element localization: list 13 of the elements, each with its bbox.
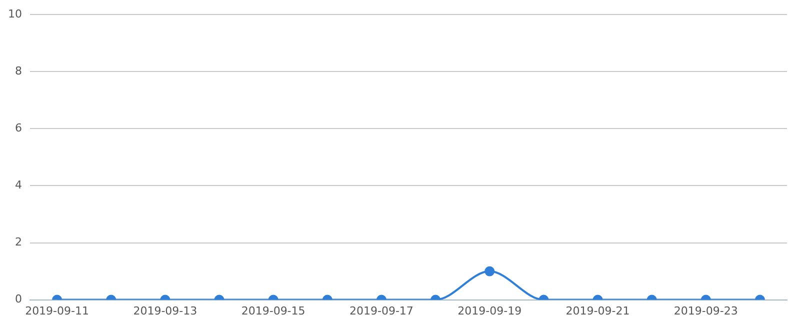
x-tick-label: 2019-09-13 xyxy=(133,304,198,318)
y-tick-label: 4 xyxy=(14,178,22,192)
y-tick-label: 0 xyxy=(14,292,22,306)
y-tick-label: 8 xyxy=(14,64,22,78)
x-tick-label: 2019-09-15 xyxy=(241,304,306,318)
x-tick-label: 2019-09-19 xyxy=(458,304,522,318)
x-tick-label: 2019-09-11 xyxy=(25,304,89,318)
x-tick-label: 2019-09-21 xyxy=(566,304,630,318)
x-tick-label: 2019-09-17 xyxy=(349,304,414,318)
y-tick-label: 10 xyxy=(8,7,22,20)
x-tick-label: 2019-09-23 xyxy=(674,304,738,318)
y-tick-label: 2 xyxy=(14,236,22,249)
y-tick-label: 6 xyxy=(14,122,22,135)
